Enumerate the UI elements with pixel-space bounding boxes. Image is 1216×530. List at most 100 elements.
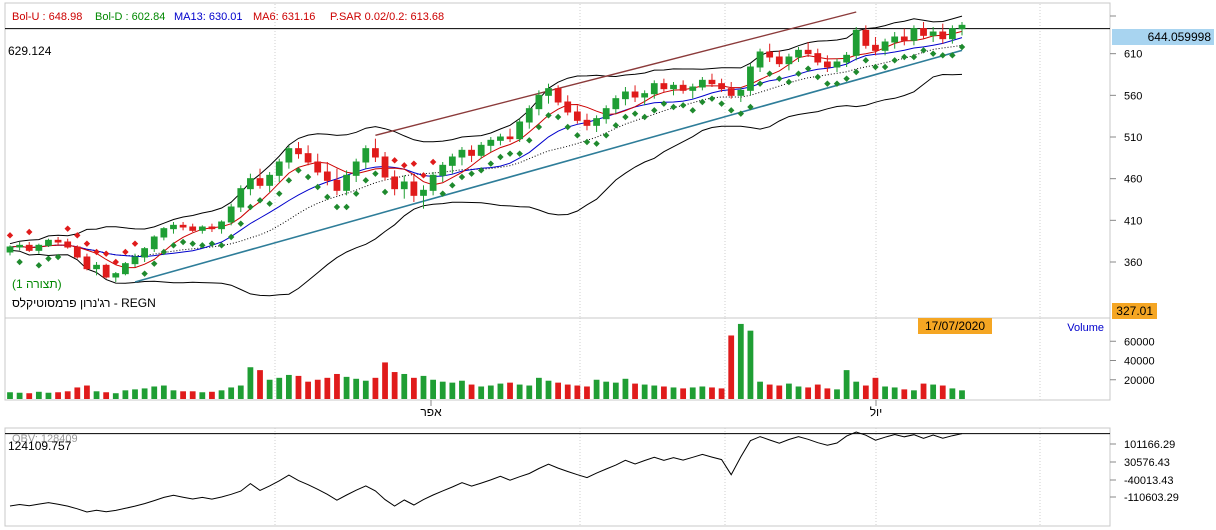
volume-bar-56 bbox=[545, 380, 552, 399]
volume-bar-26 bbox=[257, 370, 263, 399]
candle-body-69 bbox=[670, 84, 677, 90]
sar-marker-40 bbox=[391, 157, 398, 164]
volume-label: Volume bbox=[1067, 322, 1104, 334]
candle-body-1 bbox=[16, 244, 24, 248]
candle-body-70 bbox=[679, 84, 687, 91]
volume-bar-38 bbox=[372, 377, 379, 399]
volume-bar-72 bbox=[699, 386, 706, 399]
sar-marker-63 bbox=[612, 122, 620, 129]
sar-marker-88 bbox=[853, 68, 860, 76]
candle-body-44 bbox=[429, 174, 437, 191]
sar-marker-86 bbox=[833, 80, 841, 87]
candle-body-96 bbox=[929, 31, 937, 36]
bollinger-mid-line bbox=[9, 44, 963, 257]
candle-body-80 bbox=[775, 56, 783, 65]
volume-bar-4 bbox=[45, 392, 52, 399]
volume-bar-61 bbox=[593, 379, 600, 399]
candle-body-47 bbox=[458, 149, 466, 158]
volume-bar-80 bbox=[776, 385, 783, 399]
volume-bar-70 bbox=[680, 388, 687, 399]
sar-marker-74 bbox=[718, 100, 725, 107]
candle-body-40 bbox=[391, 176, 399, 190]
sar-marker-25 bbox=[247, 203, 254, 211]
candle-body-6 bbox=[64, 241, 72, 248]
sar-marker-41 bbox=[401, 162, 408, 169]
sar-marker-73 bbox=[708, 95, 716, 102]
candle-body-19 bbox=[189, 226, 197, 231]
sar-marker-77 bbox=[747, 103, 754, 111]
sar-marker-3 bbox=[35, 262, 43, 269]
volume-bar-74 bbox=[718, 388, 725, 399]
legend: Bol-U : 648.98 Bol-D : 602.84 MA13: 630.… bbox=[12, 11, 444, 23]
sar-marker-48 bbox=[468, 170, 475, 177]
candle-body-12 bbox=[122, 263, 129, 275]
candle-body-35 bbox=[343, 174, 350, 191]
price-tick-label-1: 560 bbox=[1124, 90, 1142, 102]
candle-body-52 bbox=[506, 136, 514, 140]
candle-body-91 bbox=[881, 41, 889, 51]
sar-marker-72 bbox=[699, 98, 706, 106]
volume-bar-54 bbox=[526, 385, 533, 399]
volume-bar-95 bbox=[920, 383, 927, 399]
volume-bar-40 bbox=[391, 372, 398, 399]
candle-body-4 bbox=[45, 239, 52, 246]
volume-bar-39 bbox=[382, 362, 388, 399]
sar-marker-50 bbox=[487, 160, 495, 167]
chart-title: רג'נרון פרמסוטיקלס - REGN bbox=[12, 296, 156, 310]
volume-bar-59 bbox=[574, 385, 581, 399]
candle-body-89 bbox=[862, 29, 870, 46]
volume-bar-49 bbox=[478, 386, 485, 399]
sar-marker-45 bbox=[439, 190, 446, 197]
sar-marker-79 bbox=[766, 70, 773, 77]
sar-marker-95 bbox=[920, 47, 927, 54]
sar-marker-16 bbox=[160, 248, 168, 256]
sar-marker-33 bbox=[324, 193, 331, 201]
candle-body-73 bbox=[708, 79, 716, 85]
candle-body-99 bbox=[958, 24, 966, 30]
volume-bar-27 bbox=[266, 379, 273, 399]
candle-body-92 bbox=[891, 36, 899, 43]
candle-body-67 bbox=[650, 83, 658, 95]
sar-marker-98 bbox=[949, 52, 956, 59]
volume-bar-85 bbox=[824, 388, 831, 399]
volume-bar-24 bbox=[237, 385, 244, 399]
volume-bar-17 bbox=[170, 390, 177, 399]
candle-body-74 bbox=[718, 83, 725, 90]
volume-bar-8 bbox=[84, 385, 90, 399]
sar-marker-61 bbox=[593, 140, 600, 147]
sar-marker-37 bbox=[362, 177, 369, 184]
candle-body-8 bbox=[83, 256, 91, 270]
sar-marker-64 bbox=[622, 113, 629, 121]
volume-bar-90 bbox=[872, 377, 879, 399]
sar-marker-4 bbox=[45, 255, 52, 262]
candle-body-49 bbox=[477, 144, 485, 156]
legend-bol-d: Bol-D : 602.84 bbox=[95, 11, 165, 23]
bollinger-lower-line bbox=[9, 73, 963, 297]
sar-marker-66 bbox=[641, 113, 648, 121]
price-tick-label-0: 610 bbox=[1124, 49, 1142, 61]
candle-body-61 bbox=[593, 118, 600, 126]
sar-marker-84 bbox=[814, 73, 821, 81]
volume-bar-29 bbox=[285, 374, 292, 399]
sar-marker-39 bbox=[381, 188, 389, 196]
candle-body-72 bbox=[698, 79, 706, 88]
volume-bar-15 bbox=[151, 386, 158, 399]
date-label: 17/07/2020 bbox=[925, 319, 985, 333]
volume-bar-48 bbox=[468, 384, 475, 399]
volume-bar-53 bbox=[516, 384, 523, 399]
volume-bar-94 bbox=[911, 390, 917, 399]
sar-marker-21 bbox=[208, 240, 216, 247]
volume-bar-66 bbox=[641, 384, 648, 399]
sar-marker-28 bbox=[276, 190, 283, 197]
volume-bar-92 bbox=[891, 387, 898, 399]
volume-bar-83 bbox=[805, 387, 812, 399]
price-tick-label-4: 410 bbox=[1124, 215, 1142, 227]
candle-body-82 bbox=[795, 49, 802, 58]
candle-body-78 bbox=[756, 51, 764, 68]
date-badge bbox=[918, 318, 992, 334]
obv-legend: OBV: 128409 bbox=[12, 433, 78, 445]
sar-marker-8 bbox=[83, 240, 91, 247]
bollinger-upper-line bbox=[9, 15, 963, 245]
trendline-support bbox=[134, 49, 963, 283]
